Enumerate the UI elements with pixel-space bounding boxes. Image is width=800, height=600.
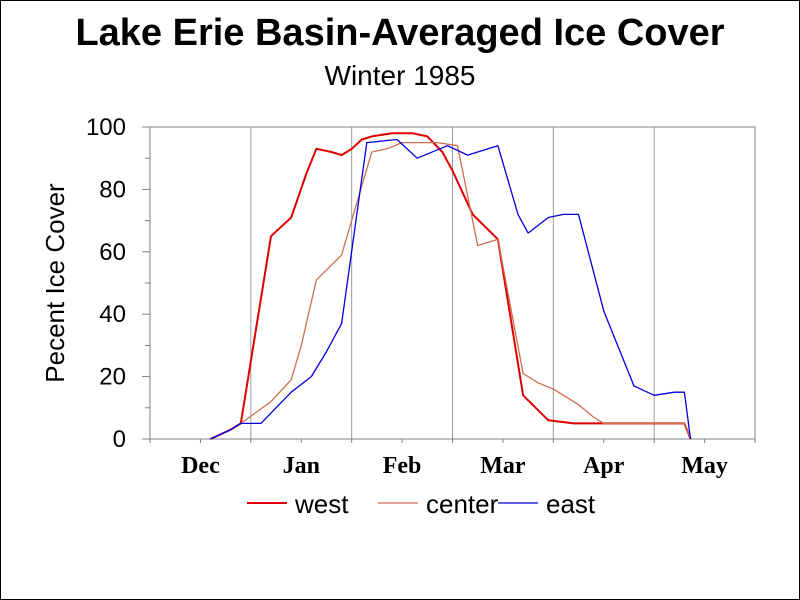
legend-label-west: west bbox=[294, 489, 349, 519]
legend-label-center: center bbox=[426, 489, 499, 519]
chart-title: Lake Erie Basin-Averaged Ice Cover bbox=[75, 12, 725, 54]
grid-layer bbox=[149, 126, 756, 440]
x-tick-label: May bbox=[681, 453, 728, 479]
y-axis-label: Pecent Ice Cover bbox=[40, 183, 70, 383]
x-tick-label: Jan bbox=[283, 453, 320, 479]
y-tick-label: 40 bbox=[99, 301, 126, 328]
axis-layer: 0 20 40 60 80 100 Dec Jan Feb Mar Apr May bbox=[86, 114, 756, 479]
x-tick-label: Feb bbox=[383, 453, 422, 479]
y-tick-label: 0 bbox=[113, 426, 126, 453]
y-tick-label: 80 bbox=[99, 176, 126, 203]
series-line-west bbox=[210, 132, 692, 440]
legend-label-east: east bbox=[546, 489, 596, 519]
x-tick-label: Dec bbox=[181, 453, 220, 479]
x-tick-label: Mar bbox=[480, 453, 526, 479]
series-line-center bbox=[210, 141, 692, 440]
y-tick-label: 100 bbox=[86, 114, 126, 141]
series-line-east bbox=[210, 138, 692, 440]
chart-subtitle: Winter 1985 bbox=[324, 60, 476, 91]
x-tick-label: Apr bbox=[583, 453, 625, 479]
series-layer bbox=[210, 132, 692, 440]
y-tick-label: 60 bbox=[99, 239, 126, 266]
y-tick-label: 20 bbox=[99, 364, 126, 391]
legend: west center east bbox=[247, 489, 596, 519]
